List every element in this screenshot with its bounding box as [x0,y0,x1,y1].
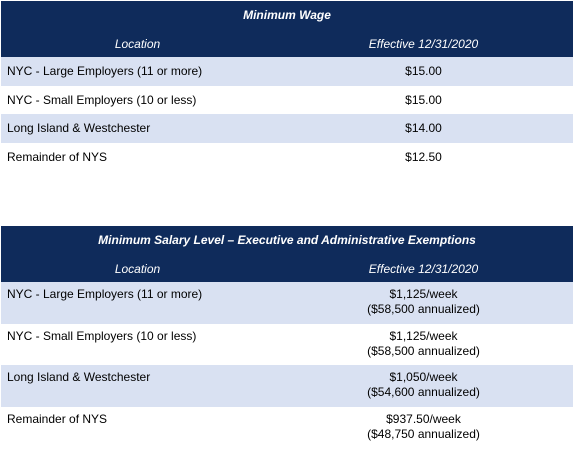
annual-salary: ($48,750 annualized) [367,426,480,441]
annual-salary: ($54,600 annualized) [367,385,480,399]
wage-cell: $15.00 [405,92,442,107]
location-cell: Long Island & Westchester [7,121,151,136]
table-row: Remainder of NYS $12.50 [1,143,573,172]
annual-salary: ($58,500 annualized) [367,343,480,358]
effective-column-header: Effective 12/31/2020 [368,261,479,276]
location-cell: Remainder of NYS [7,149,108,164]
salary-cell: $1,125/week ($58,500 annualized) [274,329,573,359]
minimum-salary-header-row: Location Effective 12/31/2020 [1,255,573,282]
table-row: Remainder of NYS $937.50/week ($48,750 a… [1,407,573,449]
table-row: Long Island & Westchester $14.00 [1,114,573,143]
location-column-header: Location [114,261,161,276]
salary-cell: $1,050/week ($54,600 annualized) [274,370,573,400]
wage-cell: $12.50 [405,149,442,164]
location-cell: Long Island & Westchester [7,370,151,384]
table-row: NYC - Small Employers (10 or less) $15.0… [1,86,573,115]
minimum-wage-title: Minimum Wage [1,1,573,30]
table-row: NYC - Large Employers (11 or more) $15.0… [1,57,573,86]
table-row: Long Island & Westchester $1,050/week ($… [1,365,573,407]
salary-cell: $1,125/week ($58,500 annualized) [274,287,573,317]
weekly-salary: $1,125/week [389,287,458,301]
location-cell: Remainder of NYS [7,411,108,426]
salary-cell: $937.50/week ($48,750 annualized) [274,412,573,442]
location-cell: NYC - Small Employers (10 or less) [7,328,197,343]
weekly-salary: $1,125/week [389,328,458,343]
table-row: NYC - Large Employers (11 or more) $1,12… [1,282,573,324]
location-column-header: Location [114,36,161,51]
location-cell: NYC - Large Employers (11 or more) [7,64,203,79]
minimum-wage-header-row: Location Effective 12/31/2020 [1,30,573,57]
minimum-salary-table: Minimum Salary Level – Executive and Adm… [1,226,573,448]
minimum-salary-title: Minimum Salary Level – Executive and Adm… [1,226,573,255]
location-cell: NYC - Large Employers (11 or more) [7,287,203,301]
wage-cell: $15.00 [405,64,442,79]
annual-salary: ($58,500 annualized) [367,302,480,316]
weekly-salary: $937.50/week [386,411,461,426]
wage-cell: $14.00 [405,121,442,136]
effective-column-header: Effective 12/31/2020 [368,36,479,51]
table-row: NYC - Small Employers (10 or less) $1,12… [1,324,573,366]
location-cell: NYC - Small Employers (10 or less) [7,92,197,107]
minimum-wage-table: Minimum Wage Location Effective 12/31/20… [1,1,573,171]
weekly-salary: $1,050/week [389,370,458,384]
